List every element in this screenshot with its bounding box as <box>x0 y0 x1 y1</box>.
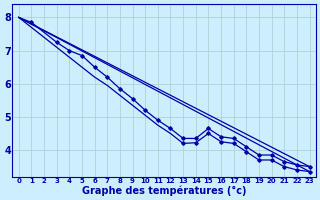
X-axis label: Graphe des températures (°c): Graphe des températures (°c) <box>82 185 246 196</box>
